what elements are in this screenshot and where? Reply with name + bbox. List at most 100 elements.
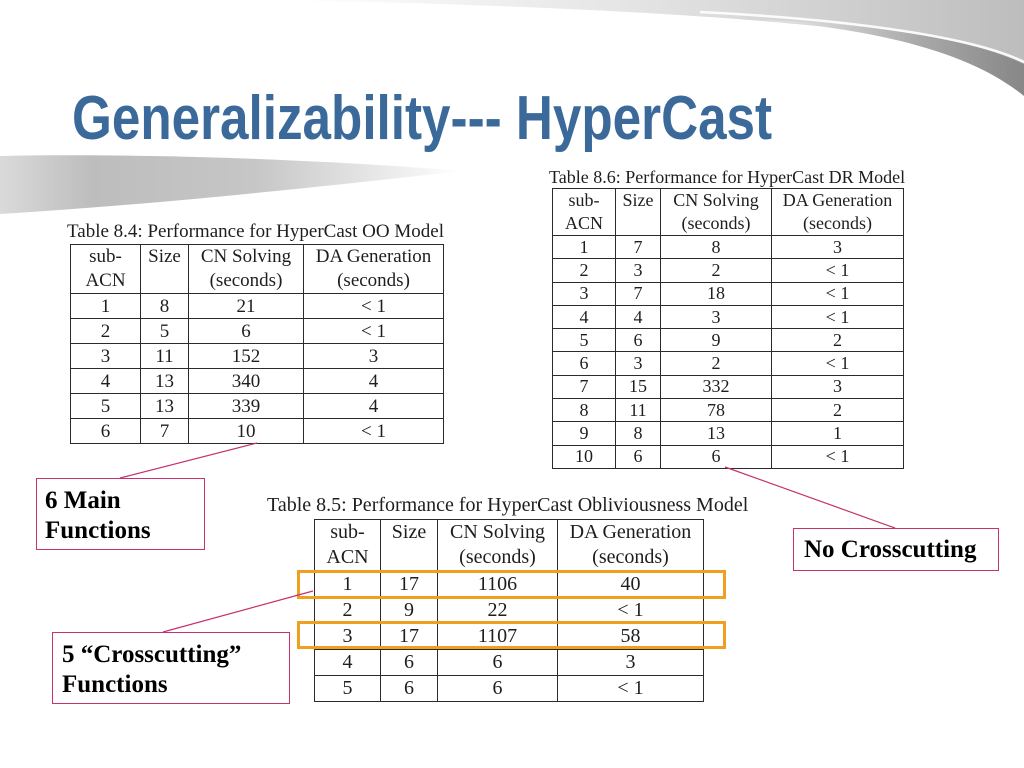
header-line: (seconds) [803,213,872,233]
cell-size: 7 [140,418,189,444]
header-line: (seconds) [209,270,283,291]
cell-size: 6 [380,674,438,702]
callout-line: Functions [45,517,151,544]
cell-sub-acn: 4 [552,304,616,330]
header-size: Size [380,519,438,571]
cell-sub-acn: 4 [70,368,141,394]
header-line: Size [148,246,181,267]
table-hypercast-oo-model: sub- ACN Size CN Solving (seconds) DA Generat… [70,244,444,444]
connector-crosscutting-functions [162,590,314,633]
cell-sub-acn: 3 [552,281,616,306]
cell-sub-acn: 1 [552,234,616,260]
cell-cn-solving: 340 [188,368,304,394]
header-sub-acn: sub- ACN [314,519,381,571]
top-swoosh [280,0,1024,96]
table-row: 2 3 2 < 1 [552,258,904,283]
table-row: 3 17 1107 58 [314,622,704,650]
cell-da-generation: < 1 [771,444,904,469]
left-swoosh [0,155,462,214]
cell-sub-acn: 4 [314,648,381,676]
connector-no-crosscutting [724,466,896,529]
cell-cn-solving: 22 [437,596,558,624]
header-line: DA Generation [782,190,893,210]
slide-title: Generalizability--- HyperCast [72,84,773,153]
cell-da-generation: < 1 [303,318,444,344]
callout-no-crosscutting: No Crosscutting [793,528,999,571]
cell-size: 15 [615,374,661,400]
header-line: ACN [326,546,369,568]
table-hypercast-obliviousness-model: sub- ACN Size CN Solving (seconds) DA Generat… [314,519,704,702]
header-line: sub- [330,521,365,543]
header-line: Size [391,521,427,543]
top-swoosh-dark-band [760,20,1024,96]
header-da-generation: DA Generation (seconds) [303,244,444,294]
header-line: (seconds) [459,546,536,568]
callout-line: No Crosscutting [804,536,977,563]
header-line: Size [622,190,654,210]
callout-line: 5 “Crosscutting” [62,641,242,668]
callout-line: Functions [62,671,168,698]
header-da-generation: DA Generation (seconds) [557,519,704,571]
table-row: 3 11 152 3 [70,343,444,369]
table-row: 2 9 22 < 1 [314,596,704,624]
header-cn-solving: CN Solving (seconds) [437,519,558,571]
table-row: 7 15 332 3 [552,374,904,400]
cell-da-generation: < 1 [771,258,904,283]
cell-cn-solving: 18 [660,281,772,306]
table-row: 6 3 2 < 1 [552,351,904,376]
header-size: Size [615,188,661,236]
cell-size: 6 [615,444,661,469]
table-row: 8 11 78 2 [552,398,904,423]
cell-cn-solving: 332 [660,374,772,400]
header-sub-acn: sub- ACN [70,244,141,294]
header-line: CN Solving [673,190,759,210]
cell-cn-solving: 2 [660,258,772,283]
table-row: 2 5 6 < 1 [70,318,444,344]
table-caption-oo-model: Table 8.4: Performance for HyperCast OO … [67,221,444,242]
header-line: CN Solving [449,521,546,543]
header-line: sub- [568,190,600,210]
highlight-box-row-1 [297,570,726,599]
cell-cn-solving: 1107 [437,622,558,650]
cell-size: 3 [615,351,661,376]
cell-sub-acn: 6 [552,351,616,376]
cell-da-generation: < 1 [557,674,704,702]
cell-da-generation: 58 [557,622,704,650]
connector-main-functions [119,442,258,479]
top-swoosh-highlight [699,10,1024,64]
cell-sub-acn: 6 [70,418,141,444]
cell-cn-solving: 8 [660,234,772,260]
header-line: CN Solving [200,246,292,267]
table-row: 1 8 21 < 1 [70,293,444,319]
callout-main-functions: 6 Main Functions [36,478,205,550]
cell-size: 7 [615,234,661,260]
header-line: (seconds) [592,546,669,568]
header-sub-acn: sub- ACN [552,188,616,236]
header-line: ACN [85,270,126,291]
header-line: (seconds) [681,213,751,233]
header-line: DA Generation [569,521,692,543]
cell-da-generation: 3 [557,648,704,676]
cell-sub-acn: 5 [70,393,141,419]
header-line: sub- [89,246,122,267]
table-caption-obliviousness-model: Table 8.5: Performance for HyperCast Obl… [267,494,749,516]
highlight-box-row-3 [297,621,726,649]
table-row: 6 7 10 < 1 [70,418,444,444]
table-caption-dr-model: Table 8.6: Performance for HyperCast DR … [549,167,906,187]
cell-sub-acn: 1 [70,293,141,319]
table-hypercast-dr-model: sub- ACN Size CN Solving (seconds) DA Generat… [552,188,904,469]
header-line: DA Generation [315,246,432,267]
table-header-row: sub- ACN Size CN Solving (seconds) DA Generat… [314,519,704,571]
table-header-row: sub- ACN Size CN Solving (seconds) DA Generat… [552,188,904,236]
header-line: ACN [564,213,603,233]
table-row: 10 6 6 < 1 [552,444,904,469]
cell-sub-acn: 3 [70,343,141,369]
cell-sub-acn: 2 [314,596,381,624]
header-da-generation: DA Generation (seconds) [771,188,904,236]
cell-sub-acn: 5 [552,328,616,353]
callout-line: 6 Main [45,487,121,514]
cell-sub-acn: 7 [552,374,616,400]
